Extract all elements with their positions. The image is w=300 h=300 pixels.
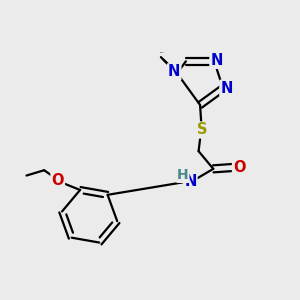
Text: methyl: methyl (159, 52, 164, 53)
Text: O: O (51, 173, 64, 188)
Text: N: N (184, 174, 196, 189)
Text: H: H (177, 168, 189, 182)
Text: N: N (210, 53, 223, 68)
Text: O: O (233, 160, 245, 175)
Text: N: N (220, 81, 233, 96)
Text: N: N (168, 64, 180, 80)
Text: S: S (196, 122, 207, 137)
